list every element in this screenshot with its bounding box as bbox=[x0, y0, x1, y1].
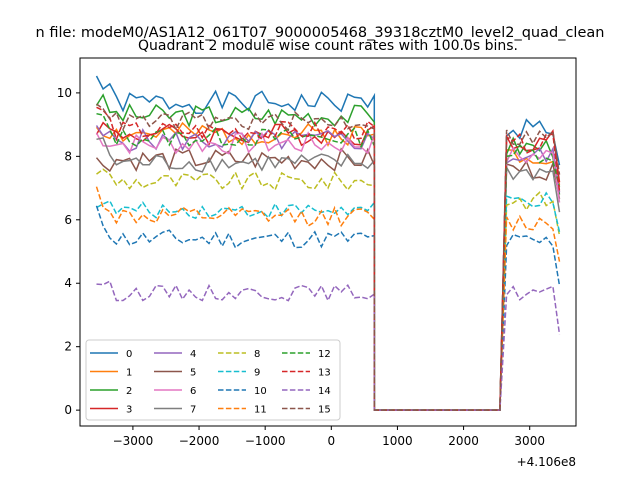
legend-label-9: 9 bbox=[254, 368, 260, 379]
figure-suptitle: n file: modeM0/AS1A12_061T07_9000005468_… bbox=[36, 25, 605, 41]
legend-label-12: 12 bbox=[318, 349, 331, 360]
legend-label-14: 14 bbox=[318, 386, 331, 397]
series-layer bbox=[95, 75, 561, 411]
y-tick-label: 8 bbox=[64, 149, 72, 163]
legend-label-1: 1 bbox=[126, 368, 132, 379]
legend-box bbox=[85, 339, 341, 421]
y-axis: 0 2 4 6 8 10 bbox=[57, 86, 80, 417]
legend-label-4: 4 bbox=[190, 349, 196, 360]
legend-label-3: 3 bbox=[126, 405, 132, 416]
x-tick-label: 0 bbox=[327, 434, 335, 448]
y-tick-label: 6 bbox=[64, 213, 72, 227]
legend-label-6: 6 bbox=[190, 386, 196, 397]
legend-label-2: 2 bbox=[126, 386, 132, 397]
y-tick-label: 10 bbox=[57, 86, 72, 100]
x-axis: −3000 −2000 −1000 0 1000 2000 3000 bbox=[113, 426, 545, 448]
legend-label-0: 0 bbox=[126, 349, 132, 360]
x-tick-label: −3000 bbox=[113, 434, 154, 448]
legend-label-8: 8 bbox=[254, 349, 260, 360]
legend-label-13: 13 bbox=[318, 368, 331, 379]
y-tick-label: 2 bbox=[64, 340, 72, 354]
series-line-15 bbox=[96, 103, 561, 411]
series-line-13 bbox=[96, 106, 561, 411]
x-tick-label: 3000 bbox=[514, 434, 545, 448]
x-tick-label: −1000 bbox=[245, 434, 286, 448]
chart-title: Quadrant 2 module wise count rates with … bbox=[138, 38, 518, 54]
x-tick-label: 2000 bbox=[448, 434, 479, 448]
legend-label-10: 10 bbox=[254, 386, 267, 397]
legend-label-15: 15 bbox=[318, 405, 331, 416]
y-tick-label: 4 bbox=[64, 276, 72, 290]
x-offset-label: +4.106e8 bbox=[517, 455, 576, 469]
series-line-10 bbox=[95, 205, 561, 411]
legend-label-7: 7 bbox=[190, 405, 196, 416]
y-tick-label: 0 bbox=[64, 403, 72, 417]
x-tick-label: −2000 bbox=[179, 434, 220, 448]
legend-label-5: 5 bbox=[190, 368, 196, 379]
series-line-14 bbox=[96, 280, 561, 411]
series-line-11 bbox=[95, 186, 561, 411]
legend-label-11: 11 bbox=[254, 405, 267, 416]
x-tick-label: 1000 bbox=[382, 434, 413, 448]
